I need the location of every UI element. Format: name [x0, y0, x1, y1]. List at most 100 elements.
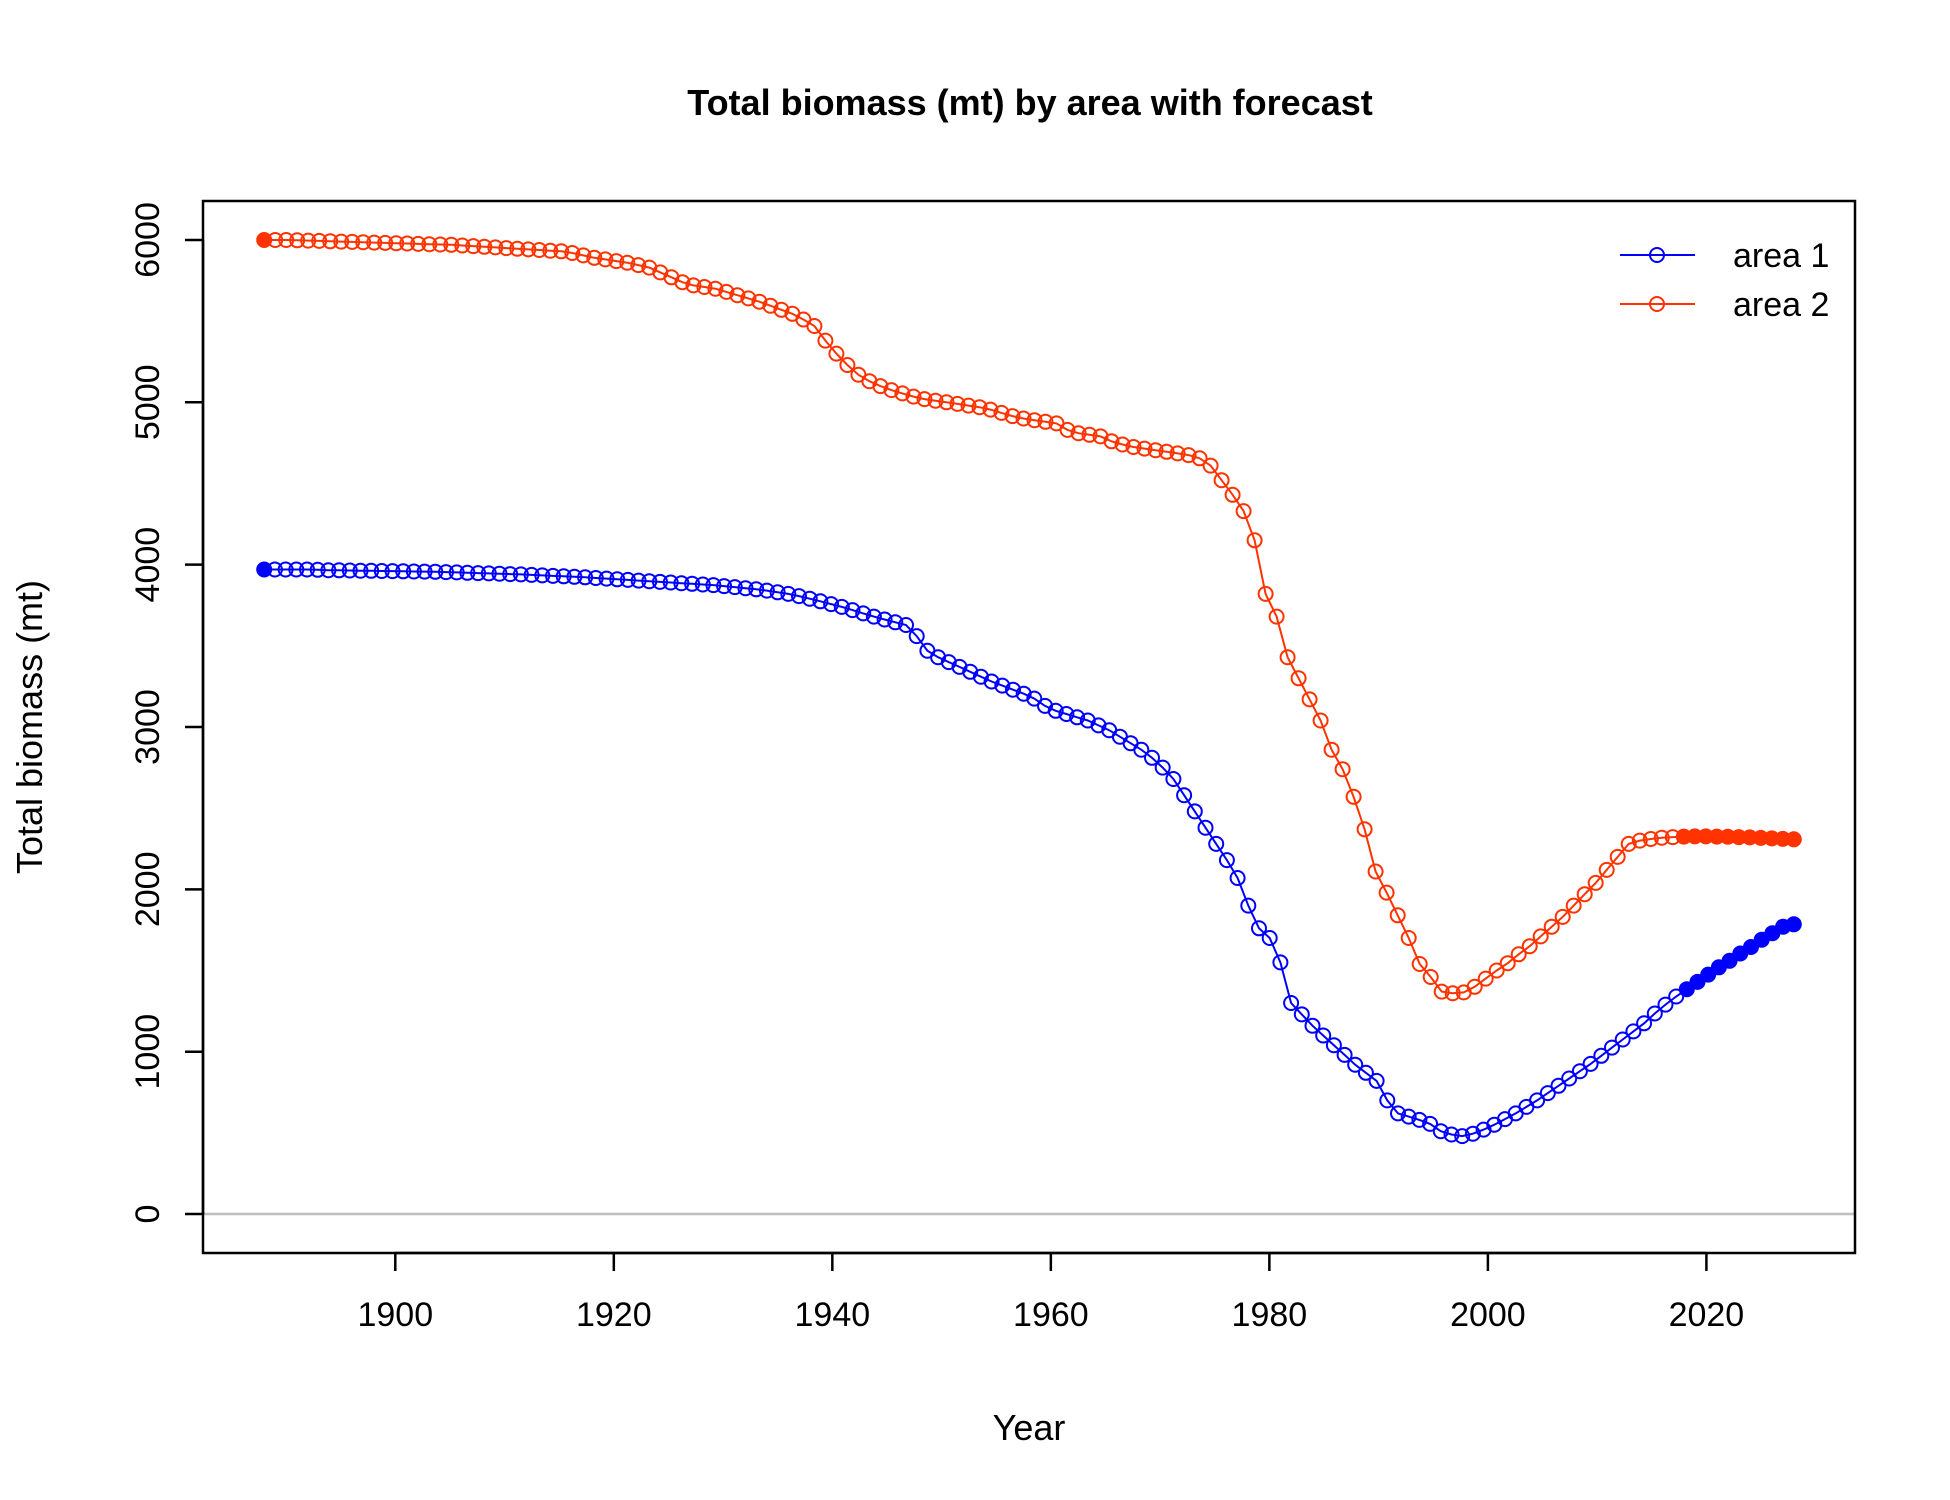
data-point: [1466, 978, 1483, 995]
data-point: [1272, 954, 1289, 971]
data-point: [277, 561, 294, 578]
data-point: [1114, 436, 1131, 453]
data-point: [694, 576, 711, 593]
data-point: [1015, 410, 1032, 427]
x-axis-label: Year: [993, 1407, 1066, 1448]
data-point: [1636, 1015, 1653, 1032]
data-point: [502, 566, 519, 583]
data-point: [288, 561, 305, 578]
data-point: [1631, 832, 1648, 849]
data-point: [355, 234, 372, 251]
data-point: [609, 571, 626, 588]
data-point-filled: [256, 232, 273, 248]
y-tick-label: 0: [129, 1205, 167, 1224]
data-point: [641, 573, 658, 590]
data-point: [1257, 585, 1274, 602]
data-point: [737, 580, 754, 597]
data-point: [1521, 938, 1538, 955]
data-point: [865, 608, 882, 625]
data-point: [1186, 803, 1203, 820]
data-point: [844, 602, 861, 619]
data-point: [662, 574, 679, 591]
data-point: [1454, 1128, 1471, 1145]
data-point: [1390, 1105, 1406, 1122]
data-point-filled: [1743, 939, 1759, 955]
data-point: [769, 584, 786, 601]
data-point: [1444, 985, 1461, 1002]
data-point: [758, 582, 775, 599]
data-point-filled: [1678, 981, 1695, 998]
data-point: [545, 567, 561, 584]
data-point: [1180, 447, 1197, 464]
data-point: [887, 614, 904, 631]
data-point: [1304, 1017, 1321, 1034]
data-point: [1133, 741, 1150, 758]
data-point: [512, 566, 529, 583]
series-points-area-1: [256, 561, 1802, 1145]
chart-title: Total biomass (mt) by area with forecast: [687, 82, 1373, 123]
data-point: [278, 232, 295, 248]
data-point: [498, 240, 515, 257]
data-point: [1499, 955, 1516, 972]
data-point: [1367, 863, 1384, 880]
data-point: [487, 239, 504, 256]
data-point: [1368, 1072, 1385, 1089]
data-point: [927, 392, 944, 409]
x-tick-label: 1940: [795, 1296, 871, 1334]
data-point: [341, 562, 358, 579]
data-point: [740, 290, 757, 307]
data-point: [534, 567, 551, 584]
x-tick-label: 2000: [1450, 1296, 1526, 1334]
data-point: [1464, 1125, 1481, 1142]
data-point: [448, 564, 465, 581]
data-point: [1283, 995, 1300, 1011]
data-point: [1411, 1111, 1428, 1128]
data-point-filled: [1689, 973, 1706, 990]
data-point: [707, 280, 724, 297]
data-point: [833, 598, 850, 615]
data-point: [1646, 1005, 1663, 1022]
data-point: [320, 562, 337, 579]
data-point: [905, 388, 922, 405]
data-point: [1532, 928, 1549, 945]
data-point-filled: [1721, 952, 1738, 969]
data-point: [1070, 425, 1087, 442]
data-point: [1411, 956, 1428, 972]
y-tick-label: 5000: [129, 364, 167, 440]
data-point: [1378, 884, 1395, 901]
data-point: [459, 564, 476, 581]
data-point: [399, 235, 416, 252]
data-point: [971, 399, 988, 416]
data-point: [1543, 918, 1560, 935]
data-point: [480, 565, 497, 582]
data-point: [577, 569, 594, 586]
data-point: [729, 287, 746, 304]
data-point: [718, 283, 735, 300]
data-point: [366, 234, 383, 251]
legend-label: area 1: [1733, 237, 1829, 275]
data-point: [1218, 852, 1235, 869]
data-point: [1642, 831, 1659, 847]
data-point: [1422, 1115, 1439, 1132]
data-point: [331, 562, 348, 579]
data-point: [1433, 983, 1450, 1000]
data-point: [1301, 691, 1318, 708]
data-point: [894, 385, 911, 402]
data-point: [1576, 886, 1593, 903]
data-point: [1604, 1039, 1620, 1056]
series-line-area-1: [264, 568, 1795, 1138]
data-point: [726, 579, 743, 596]
data-point: [1229, 870, 1246, 886]
data-point: [1202, 457, 1219, 474]
x-tick-label: 1900: [357, 1296, 433, 1334]
data-point: [982, 401, 999, 418]
y-axis-label: Total biomass (mt): [9, 580, 50, 874]
data-point: [1176, 787, 1193, 804]
data-point: [1477, 970, 1494, 987]
data-point: [993, 404, 1010, 421]
data-point: [267, 232, 284, 248]
data-point: [949, 395, 966, 412]
data-point: [553, 243, 570, 260]
data-point: [1125, 439, 1142, 455]
